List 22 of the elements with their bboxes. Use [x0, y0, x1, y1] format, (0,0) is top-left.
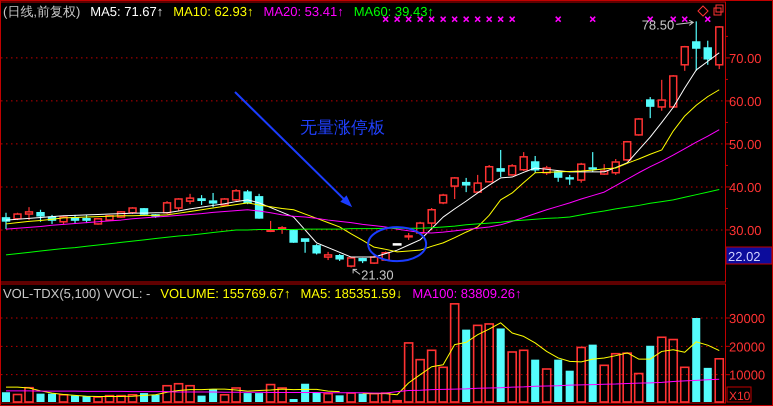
- chart-title: VOL-TDX(5,100) VVOL: -: [3, 286, 150, 301]
- annotation: 无量涨停板: [300, 118, 385, 137]
- y-tick-label: 70.00: [729, 50, 762, 66]
- text: MA60: 39.43↑: [354, 4, 434, 19]
- text: MA20: 53.41↑: [264, 4, 344, 19]
- text: MA100: 83809.26↑: [412, 286, 522, 301]
- annotation: 78.50: [642, 17, 674, 32]
- y-tick-label: 10000: [729, 368, 766, 383]
- text: X10: [729, 389, 751, 403]
- annotation: 21.30: [361, 267, 394, 282]
- y-tick-label: 20000: [729, 339, 766, 354]
- text: 22.02: [728, 249, 761, 264]
- y-tick-label: 50.00: [729, 136, 762, 152]
- y-tick-label: 40.00: [729, 180, 762, 195]
- text: MA5: 71.67↑: [90, 4, 164, 19]
- annotation: VOLUME: 155769.67↑: [160, 286, 290, 301]
- text: MA10: 62.93↑: [173, 4, 254, 19]
- y-tick-label: 60.00: [729, 94, 762, 109]
- chart-title: (日线,前复权): [3, 4, 80, 19]
- text: MA5: 185351.59↓: [300, 286, 402, 301]
- y-tick-label: 30.00: [729, 222, 762, 238]
- y-tick-label: 30000: [729, 311, 766, 326]
